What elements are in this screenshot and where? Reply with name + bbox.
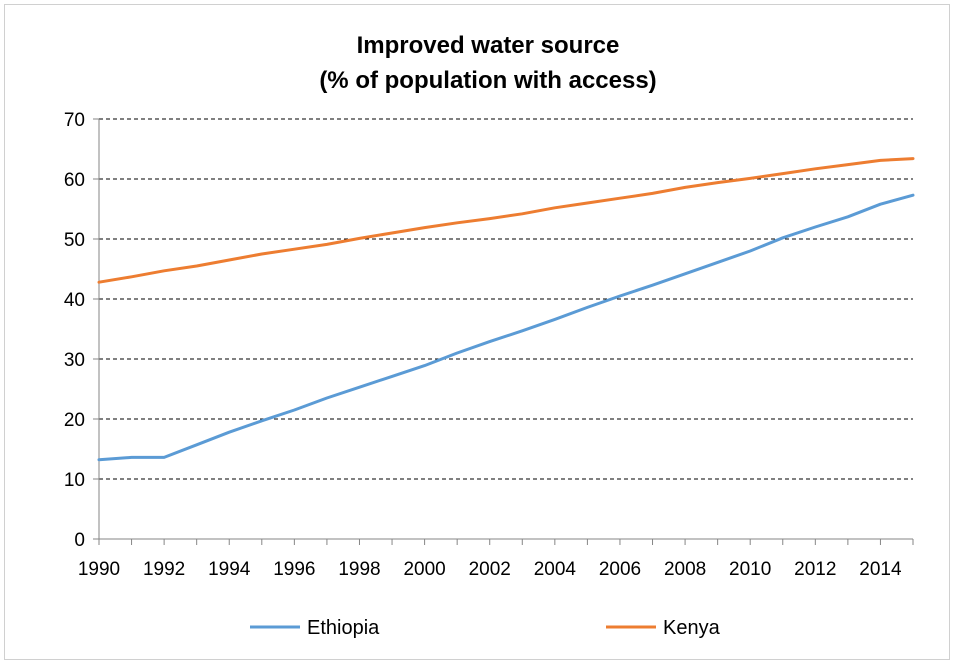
x-tick-label: 2000 [403,559,445,580]
y-tick-label: 50 [64,230,85,251]
series-line-ethiopia [97,193,915,462]
x-tick-label: 2004 [534,559,577,580]
series-lines [97,157,915,462]
y-tick-label: 60 [64,170,85,191]
chart-title: Improved water source [357,32,620,59]
x-tick-label: 1990 [78,559,120,580]
y-tick-label: 20 [64,410,85,431]
y-tick-label: 70 [64,110,85,131]
x-tick-label: 2012 [794,559,836,580]
legend: Ethiopia Kenya [250,617,721,639]
y-tick-label: 0 [74,530,85,551]
x-tick-label: 1992 [143,559,185,580]
legend-label-kenya: Kenya [663,617,721,639]
gridlines [99,118,913,480]
x-tick-label: 2008 [664,559,706,580]
axes [93,118,914,545]
chart-subtitle: (% of population with access) [319,67,656,94]
x-tick-label: 2010 [729,559,771,580]
legend-label-ethiopia: Ethiopia [307,617,380,639]
y-tick-label: 30 [64,350,85,371]
x-tick-label: 2006 [599,559,641,580]
x-tick-label: 2014 [859,559,902,580]
chart-frame [4,4,950,660]
x-tick-label: 2002 [469,559,511,580]
y-tick-label: 10 [64,470,85,491]
x-tick-label: 1996 [273,559,315,580]
x-tick-label: 1998 [338,559,380,580]
y-tick-label: 40 [64,290,85,311]
x-tick-label: 1994 [208,559,251,580]
series-line-kenya [97,157,915,284]
x-tick-labels: 1990 1992 1994 1996 1998 2000 2002 2004 2006 2008… [78,559,902,580]
y-tick-labels: 0 10 20 30 40 50 60 70 [64,110,85,551]
